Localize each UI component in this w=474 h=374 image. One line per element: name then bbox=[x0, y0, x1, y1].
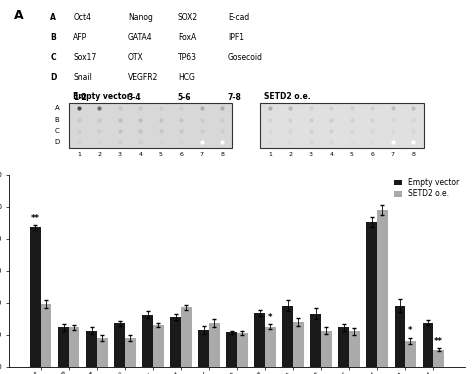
Legend: Empty vector, SETD2 o.e.: Empty vector, SETD2 o.e. bbox=[392, 177, 461, 200]
Text: A: A bbox=[14, 9, 24, 22]
Bar bbox=[30, 227, 41, 367]
Text: Sox17: Sox17 bbox=[73, 53, 96, 62]
Text: **: ** bbox=[31, 214, 40, 223]
Bar bbox=[114, 324, 125, 367]
Bar bbox=[310, 314, 321, 367]
Text: 5-6: 5-6 bbox=[178, 92, 191, 101]
Text: 7-8: 7-8 bbox=[228, 92, 242, 101]
Text: Empty vector: Empty vector bbox=[73, 92, 131, 101]
Text: IPF1: IPF1 bbox=[228, 33, 244, 42]
Bar bbox=[405, 341, 416, 367]
Text: A: A bbox=[55, 105, 60, 111]
Text: GATA4: GATA4 bbox=[128, 33, 153, 42]
Text: SOX2: SOX2 bbox=[178, 13, 198, 22]
Text: 1: 1 bbox=[268, 153, 272, 157]
Bar bbox=[153, 325, 164, 367]
Bar bbox=[255, 313, 265, 367]
Text: VEGFR2: VEGFR2 bbox=[128, 73, 158, 82]
Bar bbox=[125, 338, 136, 367]
Text: TP63: TP63 bbox=[178, 53, 197, 62]
Text: SETD2 o.e.: SETD2 o.e. bbox=[264, 92, 311, 101]
Text: Gosecoid: Gosecoid bbox=[228, 53, 263, 62]
Text: OTX: OTX bbox=[128, 53, 144, 62]
Text: FoxA: FoxA bbox=[178, 33, 196, 42]
Bar bbox=[377, 210, 388, 367]
Text: *: * bbox=[268, 313, 273, 322]
Bar bbox=[394, 306, 405, 367]
Text: A: A bbox=[50, 13, 56, 22]
Text: 2: 2 bbox=[289, 153, 292, 157]
Bar bbox=[86, 331, 97, 367]
Text: 6: 6 bbox=[371, 153, 374, 157]
Bar bbox=[170, 317, 181, 367]
Bar bbox=[198, 330, 209, 367]
Text: 3: 3 bbox=[118, 153, 122, 157]
Bar bbox=[97, 338, 108, 367]
Bar bbox=[265, 327, 276, 367]
Text: 1: 1 bbox=[77, 153, 81, 157]
Text: 5: 5 bbox=[159, 153, 163, 157]
Bar bbox=[142, 315, 153, 367]
Text: B: B bbox=[55, 117, 60, 123]
Text: HCG: HCG bbox=[178, 73, 195, 82]
Text: Nanog: Nanog bbox=[128, 13, 153, 22]
Text: C: C bbox=[55, 128, 60, 134]
Bar bbox=[69, 327, 80, 367]
Bar bbox=[283, 306, 293, 367]
Bar bbox=[260, 103, 424, 148]
Text: D: D bbox=[50, 73, 57, 82]
Text: 6: 6 bbox=[179, 153, 183, 157]
Bar bbox=[349, 331, 360, 367]
Text: Snail: Snail bbox=[73, 73, 92, 82]
Text: 8: 8 bbox=[220, 153, 224, 157]
Text: D: D bbox=[55, 140, 60, 145]
Bar bbox=[181, 307, 191, 367]
Bar bbox=[321, 331, 332, 367]
Text: C: C bbox=[50, 53, 56, 62]
Bar bbox=[433, 350, 444, 367]
Bar bbox=[237, 333, 247, 367]
Text: 2: 2 bbox=[97, 153, 101, 157]
Text: B: B bbox=[50, 33, 56, 42]
Text: Oct4: Oct4 bbox=[73, 13, 91, 22]
Bar bbox=[41, 304, 52, 367]
Text: 4: 4 bbox=[138, 153, 142, 157]
Bar bbox=[366, 222, 377, 367]
Text: 5: 5 bbox=[350, 153, 354, 157]
Text: **: ** bbox=[434, 337, 443, 346]
Text: 7: 7 bbox=[391, 153, 395, 157]
Bar bbox=[227, 332, 237, 367]
Text: 7: 7 bbox=[200, 153, 204, 157]
Text: 1-2: 1-2 bbox=[73, 92, 87, 101]
Bar bbox=[69, 103, 232, 148]
Bar bbox=[293, 322, 304, 367]
Text: 3-4: 3-4 bbox=[128, 92, 141, 101]
Text: 3: 3 bbox=[309, 153, 313, 157]
Text: 8: 8 bbox=[411, 153, 415, 157]
Text: AFP: AFP bbox=[73, 33, 87, 42]
Bar bbox=[422, 322, 433, 367]
Text: 4: 4 bbox=[329, 153, 333, 157]
Bar bbox=[209, 324, 219, 367]
Bar bbox=[338, 327, 349, 367]
Text: E-cad: E-cad bbox=[228, 13, 249, 22]
Text: *: * bbox=[408, 327, 413, 335]
Bar bbox=[58, 327, 69, 367]
